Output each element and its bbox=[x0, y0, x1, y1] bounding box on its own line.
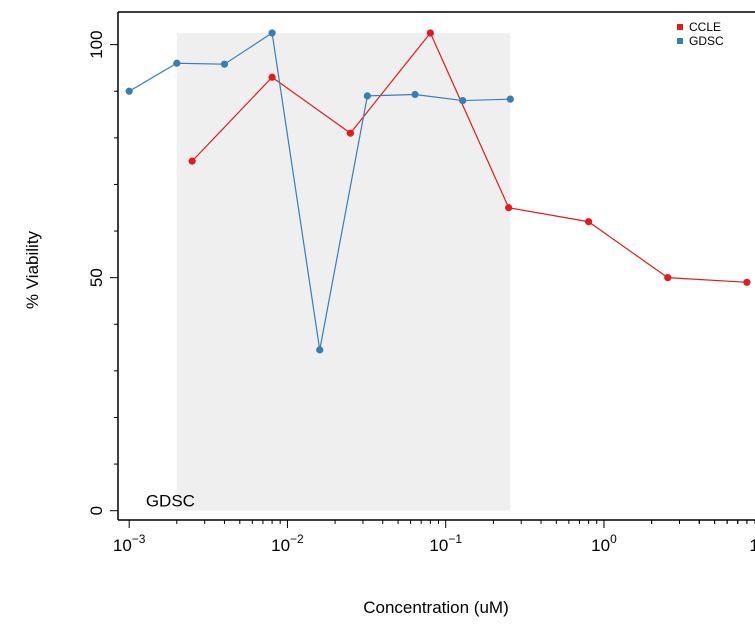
y-tick-label: 100 bbox=[87, 30, 106, 58]
legend-swatch-ccle bbox=[677, 24, 683, 30]
x-tick-label: 101 bbox=[749, 532, 755, 555]
shaded-region-layer: GDSC bbox=[146, 32, 511, 511]
data-point-gdsc bbox=[220, 60, 229, 68]
data-point-gdsc bbox=[506, 95, 514, 103]
data-point-ccle bbox=[585, 218, 593, 226]
data-point-gdsc bbox=[268, 29, 276, 37]
x-tick-label: 100 bbox=[591, 532, 617, 555]
data-point-ccle bbox=[743, 278, 751, 286]
series-line-ccle bbox=[191, 31, 747, 283]
series-layer bbox=[125, 29, 751, 354]
y-axis-label: % Viability bbox=[23, 230, 42, 309]
data-point-ccle bbox=[664, 274, 672, 282]
legend-swatch-gdsc bbox=[677, 38, 683, 44]
data-point-gdsc bbox=[459, 96, 467, 105]
legend-label-gdsc: GDSC bbox=[689, 34, 724, 48]
axes-layer: 0 50 100 10−3 10−2 10−1 100 101 bbox=[87, 11, 755, 555]
x-tick-label: 10−1 bbox=[429, 532, 462, 555]
data-point-gdsc bbox=[173, 59, 181, 67]
data-point-ccle bbox=[346, 129, 355, 137]
y-tick-label: 0 bbox=[87, 506, 106, 515]
legend-label-ccle: CCLE bbox=[689, 20, 721, 34]
shaded-region-label: GDSC bbox=[146, 492, 195, 511]
y-tick-label: 50 bbox=[87, 268, 106, 287]
x-tick-label: 10−3 bbox=[113, 532, 146, 555]
data-point-ccle bbox=[188, 157, 196, 165]
data-point-ccle bbox=[426, 29, 434, 37]
data-point-ccle bbox=[505, 204, 513, 212]
x-axis-label: Concentration (uM) bbox=[363, 598, 509, 617]
shaded-region bbox=[176, 32, 511, 511]
data-point-gdsc bbox=[411, 90, 419, 99]
data-point-ccle bbox=[268, 73, 276, 81]
data-point-gdsc bbox=[316, 346, 324, 354]
data-point-gdsc bbox=[363, 92, 371, 100]
data-point-gdsc bbox=[125, 87, 133, 95]
x-tick-label: 10−2 bbox=[271, 532, 304, 555]
